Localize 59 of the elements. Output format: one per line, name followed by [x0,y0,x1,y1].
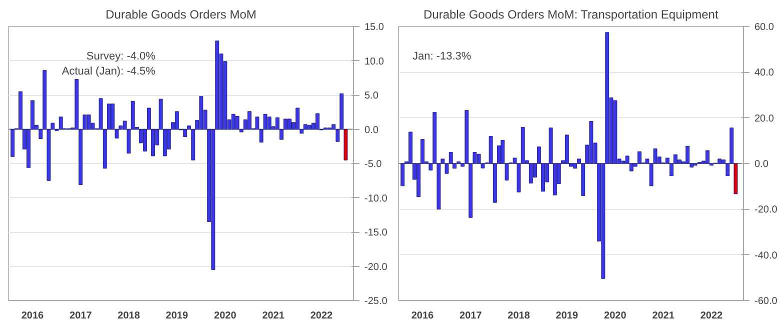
bar [303,124,308,130]
y-tick-label: 20.0 [754,113,774,124]
y-tick-label: 0.0 [364,124,379,136]
bar [183,129,188,138]
y-tick-label: 0.0 [754,159,769,170]
y-tick-label: -25.0 [364,296,388,307]
x-tick-label: 2017 [460,310,482,321]
bar [267,116,272,130]
x-tick-label: 2019 [556,310,578,321]
annotation: Actual (Jan): -4.5% [62,66,156,78]
bar [199,96,204,130]
y-tick-label: 5.0 [364,90,379,102]
y-tick-label: 60.0 [754,22,774,33]
bar [296,108,300,130]
bar [613,100,618,164]
y-tick-label: -10.0 [364,193,388,204]
bar [307,124,312,130]
x-tick-label: 2020 [604,310,627,321]
x-tick-label: 2016 [21,310,44,321]
x-tick-label: 2018 [508,310,530,321]
x-tick-label: 2017 [70,310,92,321]
bar [718,158,722,164]
bar [400,163,405,186]
bar [589,121,594,164]
bar [564,134,569,164]
y-tick-label: -40.0 [754,250,778,262]
x-tick-label: 2022 [700,310,724,321]
bar [58,116,63,130]
x-tick-label: 2016 [411,310,434,321]
chart-title: Durable Goods Orders MoM [106,8,256,22]
bar [528,163,533,184]
bar [247,111,252,130]
bar [231,114,236,130]
y-tick-label: -5.0 [364,159,382,170]
bar [86,114,91,130]
bar [10,129,15,157]
y-tick-label: -20.0 [364,262,388,273]
bar [637,151,642,164]
x-tick-label: 2022 [310,310,334,321]
bar [686,146,690,164]
chart-title: Durable Goods Orders MoM: Transportation Equipment [423,8,719,22]
y-tick-label: -20.0 [754,204,778,216]
bar [235,116,240,130]
bar [316,113,320,130]
annotation: Survey: -4.0% [86,50,156,62]
y-tick-label: -15.0 [364,228,388,238]
bar [288,118,292,130]
x-tick-label: 2020 [214,310,237,321]
x-tick-label: 2021 [652,310,675,321]
x-tick-label: 2018 [118,310,140,321]
y-tick-label: 10.0 [364,56,384,68]
y-tick-label: -60.0 [754,296,778,307]
y-tick-label: 40.0 [754,68,774,79]
x-tick-label: 2019 [166,310,188,321]
bar [174,111,179,130]
x-tick-label: 2021 [262,310,285,321]
annotation: Jan: -13.3% [412,50,472,62]
bar [706,150,710,164]
y-tick-label: 15.0 [364,22,384,33]
